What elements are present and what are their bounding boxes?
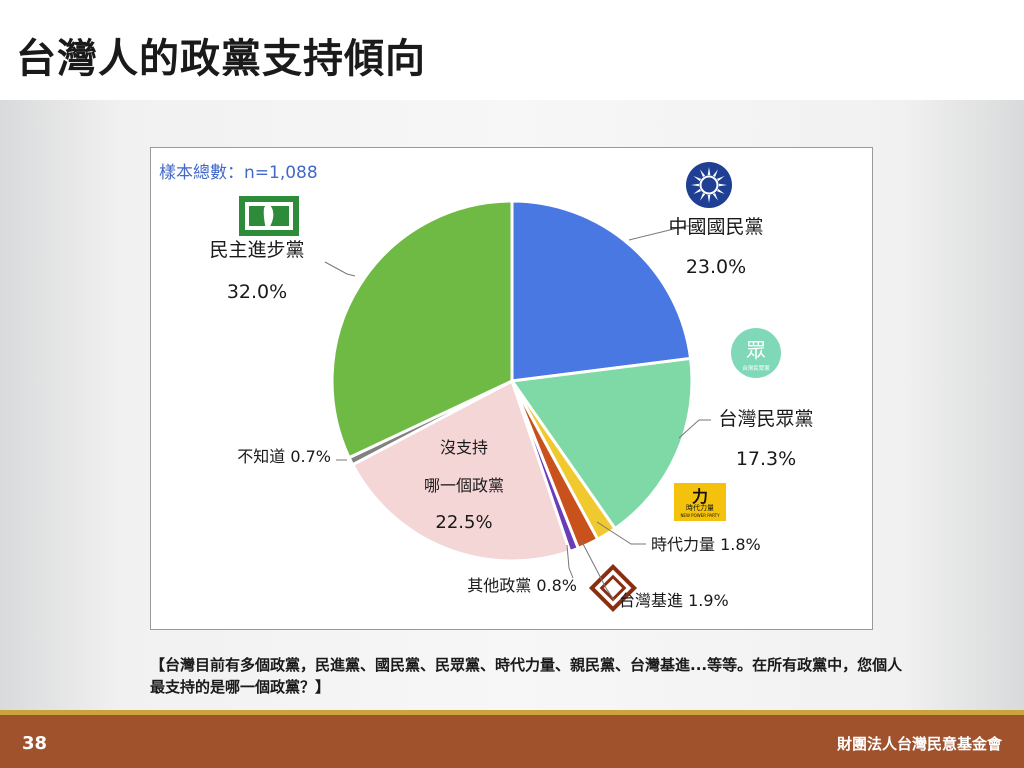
kmt-sun-ray <box>693 188 702 194</box>
npp-logo-icon: 力 時代力量 NEW POWER PARTY <box>674 483 726 521</box>
leader-line-dpp <box>324 261 356 277</box>
pie-label-other: 其他政黨 0.8% <box>467 576 577 595</box>
leader-line-tpp <box>678 419 711 439</box>
leader-line-other <box>566 544 574 579</box>
pie-label-dpp: 民主進步黨 <box>209 239 304 261</box>
kmt-sun-ray <box>691 183 700 187</box>
pie-chart: 樣本總數：n=1,088 眾 台灣民眾黨 力 時代力量 NEW POWER PA… <box>159 162 814 613</box>
pie-value-none: 22.5% <box>435 512 492 533</box>
kmt-sun-ray <box>693 176 702 182</box>
pie-slice-kmt <box>510 199 693 383</box>
npp-logo-mark: 力 <box>692 487 708 506</box>
npp-logo-text: 時代力量 <box>686 503 714 512</box>
pie-value-kmt: 23.0% <box>686 256 746 278</box>
leader-line-kmt <box>628 225 699 241</box>
kmt-sun-ray <box>712 192 718 201</box>
pie-labels: 中國國民黨 23.0% 台灣民眾黨 17.3% 時代力量 1.8% 台灣基進 1.9% 其他… <box>209 216 813 610</box>
page-title: 台灣人的政黨支持傾向 <box>16 36 426 82</box>
npp-logo-subtext: NEW POWER PARTY <box>680 513 720 518</box>
pie-label-none-line-1: 沒支持 <box>440 438 488 457</box>
organization-name: 財團法人台灣民意基金會 <box>836 735 1002 753</box>
pie-value-dpp: 32.0% <box>227 281 287 303</box>
kmt-sun-ray <box>707 194 711 203</box>
kmt-sun-ray <box>707 167 711 176</box>
pie-label-kmt: 中國國民黨 <box>668 216 763 238</box>
page-number: 38 <box>22 733 48 754</box>
pie-slice-none <box>350 378 572 563</box>
kmt-sun-ray <box>716 176 725 182</box>
pie-label-tpp: 台灣民眾黨 <box>718 408 813 430</box>
pie-label-tsp: 台灣基進 1.9% <box>619 591 729 610</box>
dpp-logo-icon <box>237 194 301 238</box>
footer-accent-line <box>0 710 1024 715</box>
leader-line-tsp <box>580 539 615 601</box>
pie-slice-dpp <box>330 199 514 460</box>
kmt-sun-ray <box>712 169 718 178</box>
pie-label-npp: 時代力量 1.8% <box>651 535 761 554</box>
title-bar: 台灣人的政黨支持傾向 <box>0 0 1024 100</box>
tpp-logo-mark: 眾 <box>746 338 766 362</box>
pie-slice-tpp <box>509 356 694 531</box>
kmt-sun-ray <box>700 192 706 201</box>
pie-label-none-line-2: 哪一個政黨 <box>424 476 504 495</box>
tpp-logo-text: 台灣民眾黨 <box>742 364 770 372</box>
survey-question: 【台灣目前有多個政黨，民進黨、國民黨、民眾黨、時代力量、親民黨、台灣基進...等… <box>150 656 903 696</box>
leader-line-npp <box>596 521 646 545</box>
pie-slices <box>330 199 694 563</box>
pie-leader-lines <box>324 225 711 601</box>
chart-panel: 樣本總數：n=1,088 眾 台灣民眾黨 力 時代力量 NEW POWER PA… <box>150 147 873 630</box>
kmt-logo-icon <box>686 162 732 208</box>
kmt-sun-ray <box>716 188 725 194</box>
footer-bar <box>0 710 1024 768</box>
pie-value-tpp: 17.3% <box>736 448 796 470</box>
pie-label-unknown: 不知道 0.7% <box>237 447 331 466</box>
tsp-logo-icon <box>588 563 638 613</box>
kmt-sun-ray <box>700 169 706 178</box>
sample-size-label: 樣本總數：n=1,088 <box>159 163 318 183</box>
tpp-logo-icon: 眾 台灣民眾黨 <box>731 328 781 378</box>
kmt-sun-ray <box>718 183 727 187</box>
